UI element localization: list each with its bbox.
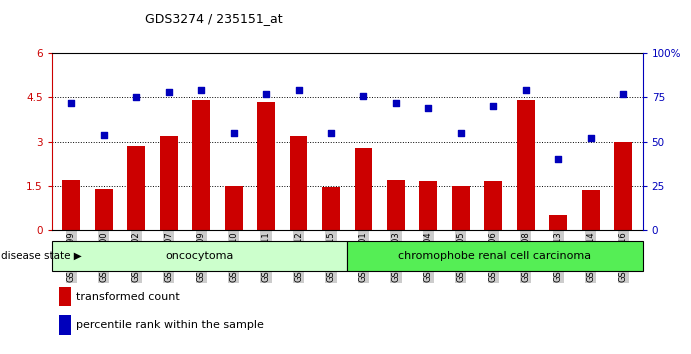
Text: chromophobe renal cell carcinoma: chromophobe renal cell carcinoma <box>399 251 591 261</box>
Text: disease state ▶: disease state ▶ <box>1 251 82 261</box>
Bar <box>582 190 600 230</box>
Bar <box>347 241 643 271</box>
Point <box>618 91 629 97</box>
Point <box>228 130 239 136</box>
Point <box>196 87 207 93</box>
Bar <box>517 100 535 230</box>
Bar <box>257 102 275 230</box>
Point <box>66 100 77 105</box>
Bar <box>192 100 210 230</box>
Point <box>358 93 369 98</box>
Bar <box>354 148 372 230</box>
Bar <box>127 146 145 230</box>
Bar <box>290 136 307 230</box>
Bar <box>452 186 470 230</box>
Point <box>98 132 109 137</box>
Bar <box>484 181 502 230</box>
Bar <box>52 241 347 271</box>
Point <box>585 135 596 141</box>
Bar <box>387 180 405 230</box>
Point <box>423 105 434 111</box>
Point <box>488 103 499 109</box>
Point <box>553 156 564 162</box>
Bar <box>419 181 437 230</box>
Text: GDS3274 / 235151_at: GDS3274 / 235151_at <box>145 12 283 25</box>
Point <box>261 91 272 97</box>
Bar <box>95 189 113 230</box>
Text: oncocytoma: oncocytoma <box>165 251 234 261</box>
Bar <box>225 186 243 230</box>
Point <box>325 130 337 136</box>
Bar <box>322 187 340 230</box>
Point <box>131 95 142 100</box>
Text: percentile rank within the sample: percentile rank within the sample <box>76 320 264 330</box>
Point <box>520 87 531 93</box>
Bar <box>62 180 80 230</box>
Point <box>293 87 304 93</box>
Point <box>390 100 401 105</box>
Bar <box>549 215 567 230</box>
Bar <box>160 136 178 230</box>
Point <box>455 130 466 136</box>
Bar <box>614 142 632 230</box>
Text: transformed count: transformed count <box>76 292 180 302</box>
Point <box>163 89 174 95</box>
